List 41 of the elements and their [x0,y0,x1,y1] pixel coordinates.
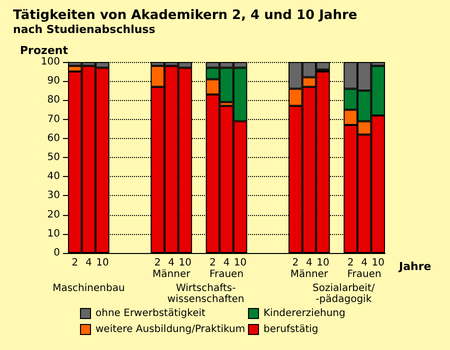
text: Männer [152,269,192,280]
y-tick-label: 40 [47,171,60,182]
text: Männer [290,269,329,280]
legend-label: berufstätig [264,324,318,335]
x-tick-label: 4 [168,258,175,268]
y-tick-label: 0 [54,248,60,258]
text: Sozialarbeit/ -pädagogik [312,283,376,305]
x-axis-title: Jahre [398,260,432,273]
chart-title: Tätigkeiten von Akademikern 2, 4 und 10 Jahre [13,8,358,23]
y-tick-label: 30 [47,190,60,202]
y-tick-label: 50 [47,152,60,163]
x-tick-label: 4 [85,258,92,268]
text: Frauen [209,269,244,280]
text: Maschinenbau [52,283,125,294]
x-tick-label: 10 [316,258,330,268]
y-tick-label: 90 [47,76,60,87]
y-tick-label: 20 [47,209,60,220]
x-tick-label: 2 [72,258,78,268]
x-tick-label: 2 [154,258,161,268]
x-tick-label: 10 [96,258,109,268]
x-tick-label: 10 [178,258,192,268]
x-tick-label: 10 [234,258,247,268]
legend-label: Kindererziehung [264,308,346,319]
y-tick-label: 70 [47,114,60,125]
x-tick-label: 10 [372,258,384,268]
y-tick-label: 60 [47,132,60,144]
y-tick-label: 80 [47,94,60,106]
legend-label: weitere Ausbildung/Praktikum [96,324,246,335]
y-axis-title: Prozent [20,44,68,57]
x-tick-label: 4 [223,258,230,268]
text: Wirtschafts- wissenschaften [167,283,244,305]
x-tick-label: 2 [347,258,354,268]
y-tick-label: 100 [40,56,60,68]
x-tick-label: 4 [306,258,312,268]
x-tick-label: 2 [210,258,216,268]
y-tick-label: 10 [47,228,60,240]
x-tick-label: 4 [361,258,368,268]
legend-label: ohne Erwerbstätigkeit [96,308,206,319]
text: Frauen [347,269,382,280]
x-tick-label: 2 [292,258,299,268]
chart-subtitle: nach Studienabschluss [13,23,156,36]
